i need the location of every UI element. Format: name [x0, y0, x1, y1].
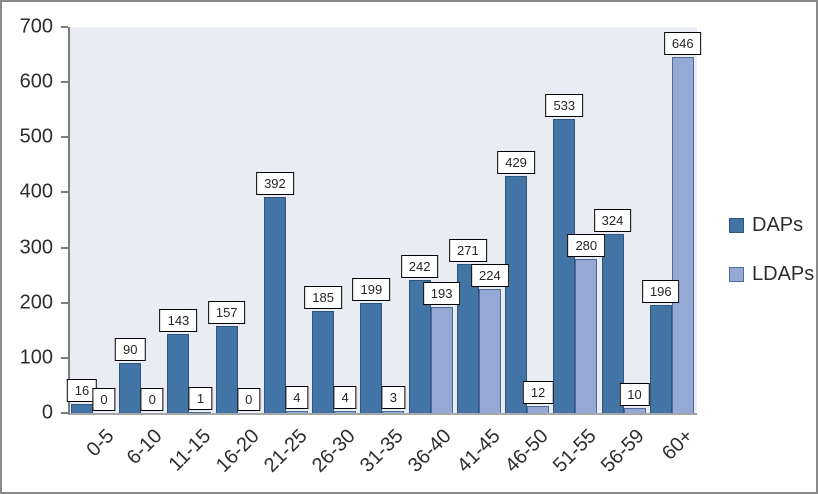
bar-daps-31-35	[360, 303, 383, 413]
y-tick-label: 200	[19, 291, 53, 314]
data-label-ldaps-11-15: 1	[188, 387, 213, 411]
data-label-daps-31-35: 199	[352, 278, 391, 302]
data-label-ldaps-0-5: 0	[92, 388, 116, 411]
y-tick-mark	[61, 26, 68, 28]
y-tick-mark	[61, 246, 68, 249]
data-label-ldaps-46-50: 12	[522, 381, 554, 405]
x-label-51-55: 51-55	[549, 425, 601, 477]
data-label-daps-21-25: 392	[256, 171, 294, 195]
data-label-daps-16-20: 157	[207, 301, 246, 325]
bar-daps-60+	[649, 304, 672, 413]
y-tick-label: 0	[41, 401, 53, 424]
data-label-daps-56-59: 324	[593, 209, 632, 233]
bar-daps-0-5	[71, 404, 93, 413]
daps-swatch-icon	[729, 218, 744, 233]
bar-ldaps-60+	[671, 56, 694, 413]
bar-daps-46-50	[505, 176, 528, 413]
y-tick-mark	[61, 136, 68, 139]
legend-label-ldaps: LDAPs	[752, 263, 815, 285]
data-label-ldaps-60+: 646	[663, 31, 702, 55]
x-label-46-50: 46-50	[500, 425, 553, 477]
data-label-daps-60+: 196	[641, 279, 680, 303]
x-label-26-30: 26-30	[307, 425, 360, 477]
bar-daps-11-15	[167, 334, 190, 413]
bar-ldaps-56-59	[623, 407, 646, 413]
y-tick-mark	[61, 191, 68, 194]
y-tick-mark	[61, 81, 68, 84]
plot-area: 16 0 90 0 143 1 157 0 392 4 185 4 199 3 242 193 271 224 42…	[66, 27, 702, 415]
data-label-daps-6-10: 90	[114, 338, 146, 362]
x-label-11-15: 11-15	[164, 425, 216, 476]
data-label-ldaps-51-55: 280	[567, 233, 606, 257]
y-tick-label: 600	[19, 70, 53, 93]
bar-ldaps-46-50	[527, 406, 550, 413]
x-label-31-35: 31-35	[356, 425, 408, 477]
data-label-ldaps-31-35: 3	[381, 386, 405, 410]
y-tick-label: 300	[19, 236, 53, 259]
legend-item-daps: DAPs	[729, 214, 814, 237]
data-label-ldaps-16-20: 0	[237, 388, 261, 411]
bar-daps-56-59	[601, 234, 624, 413]
bar-ldaps-31-35	[382, 411, 405, 413]
data-label-daps-11-15: 143	[159, 309, 198, 333]
legend: DAPs LDAPs	[729, 214, 814, 312]
bar-ldaps-41-45	[478, 289, 501, 413]
data-label-ldaps-21-25: 4	[285, 385, 309, 409]
x-label-41-45: 41-45	[452, 425, 505, 477]
bar-daps-21-25	[263, 196, 286, 413]
data-label-daps-41-45: 271	[448, 238, 487, 262]
x-label-0-5: 0-5	[82, 425, 119, 461]
bar-daps-36-40	[408, 279, 431, 413]
bar-ldaps-36-40	[430, 306, 453, 413]
x-label-36-40: 36-40	[404, 425, 457, 477]
x-axis: 0-5 6-10 11-15 16-20 21-25 26-30 31-35 36-40 41-…	[68, 421, 698, 492]
y-tick-mark	[61, 356, 68, 359]
bar-daps-41-45	[456, 263, 479, 413]
y-tick-mark	[61, 412, 68, 414]
x-label-21-25: 21-25	[259, 425, 312, 477]
data-label-ldaps-41-45: 224	[470, 264, 509, 288]
data-label-daps-26-30: 185	[304, 286, 342, 309]
legend-label-daps: DAPs	[752, 214, 804, 236]
data-label-daps-51-55: 533	[545, 94, 584, 118]
y-axis: 0 100 200 300 400 500 600 700	[2, 16, 68, 424]
bar-daps-26-30	[312, 311, 335, 413]
y-tick-label: 500	[19, 125, 53, 148]
data-label-daps-46-50: 429	[497, 151, 535, 175]
x-label-16-20: 16-20	[211, 425, 264, 477]
y-tick-label: 400	[19, 180, 53, 203]
y-tick-label: 700	[19, 15, 53, 38]
x-label-6-10: 6-10	[122, 425, 167, 469]
bar-ldaps-51-55	[575, 258, 598, 413]
x-label-60+: 60+	[657, 425, 698, 465]
ldaps-swatch-icon	[729, 267, 744, 282]
x-label-56-59: 56-59	[597, 425, 650, 477]
bar-daps-6-10	[119, 363, 142, 413]
bar-daps-51-55	[553, 119, 576, 413]
bar-ldaps-21-25	[285, 410, 308, 413]
y-tick-label: 100	[19, 346, 53, 369]
legend-item-ldaps: LDAPs	[729, 263, 814, 286]
bar-ldaps-11-15	[189, 412, 212, 413]
y-tick-mark	[61, 301, 68, 304]
data-label-ldaps-26-30: 4	[333, 385, 357, 409]
data-label-daps-36-40: 242	[400, 254, 439, 278]
bar-ldaps-26-30	[334, 410, 357, 413]
bar-daps-16-20	[215, 326, 238, 413]
data-label-ldaps-36-40: 193	[422, 281, 461, 305]
data-label-ldaps-6-10: 0	[140, 388, 164, 411]
data-label-ldaps-56-59: 10	[619, 382, 650, 406]
